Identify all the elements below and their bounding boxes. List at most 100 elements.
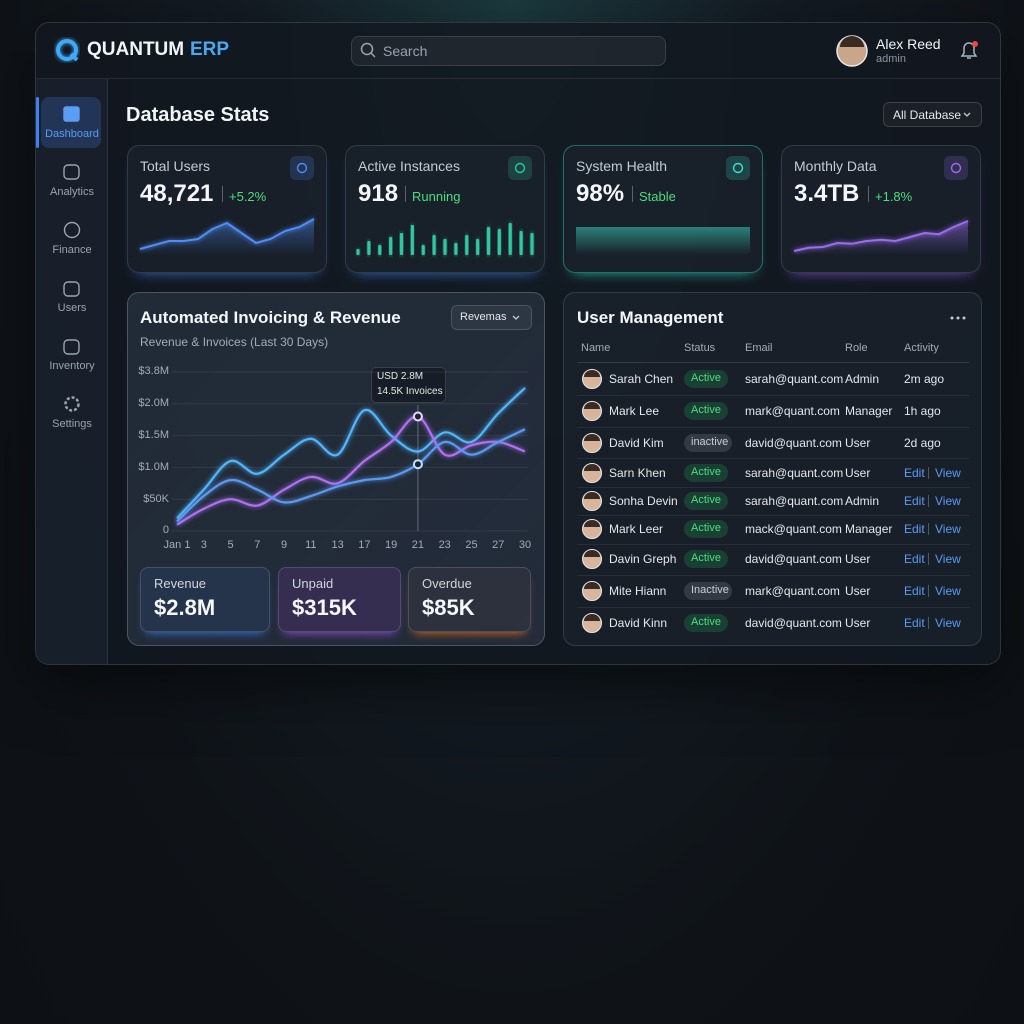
view-action[interactable]: View: [935, 551, 961, 566]
user-name-cell: David Kim: [609, 435, 664, 450]
user-name-cell: Sonha Devin: [609, 493, 678, 508]
action-separator: [928, 523, 929, 535]
row-rule: [577, 515, 969, 516]
role-cell: User: [845, 465, 871, 480]
role-cell: User: [845, 615, 871, 630]
row-rule: [577, 458, 969, 459]
chart-dropdown-label[interactable]: Revemas: [460, 311, 507, 324]
header-divider: [36, 78, 1000, 79]
status-pill: [684, 550, 728, 568]
role-cell: Manager: [845, 521, 893, 536]
card-title: System Health: [576, 157, 668, 174]
summary-value: $2.8M: [154, 594, 216, 620]
status-label: Active: [691, 522, 721, 535]
card-change: +1.8%: [875, 189, 913, 205]
card-title: Monthly Data: [794, 157, 877, 174]
card-change: Stable: [639, 189, 676, 205]
card-separator: [868, 186, 869, 202]
nav-label[interactable]: Settings: [52, 418, 92, 431]
row-rule: [577, 427, 969, 428]
column-header: Name: [581, 342, 611, 355]
card-value: 918: [358, 179, 399, 207]
x-tick-label: 21: [411, 539, 425, 552]
x-tick-label: 7: [254, 539, 261, 552]
row-rule: [577, 487, 969, 488]
view-action[interactable]: View: [935, 615, 961, 630]
user-name-cell: Davin Greph: [609, 551, 677, 566]
nav-label[interactable]: Finance: [52, 244, 92, 257]
email-cell: david@quant.com: [745, 435, 842, 450]
action-separator: [928, 467, 929, 479]
email-cell: david@quant.com: [745, 615, 842, 630]
column-header: Activity: [904, 342, 939, 355]
role-cell: Admin: [845, 371, 880, 386]
nav-label[interactable]: Analytics: [49, 186, 95, 199]
status-pill: [684, 582, 732, 600]
x-tick-label: 5: [227, 539, 234, 552]
view-action[interactable]: View: [935, 465, 961, 480]
card-separator: [632, 186, 633, 202]
brand: QUANTUM: [87, 38, 185, 60]
y-tick-label: $1.5M: [138, 429, 169, 441]
role-cell: Admin: [845, 493, 880, 508]
activity-cell: 1h ago: [904, 403, 941, 418]
user-name-cell: Mite Hiann: [609, 583, 667, 598]
card-separator: [405, 186, 406, 202]
tooltip-line: USD 2.8M: [377, 371, 424, 382]
chart-title: Automated Invoicing & Revenue: [140, 307, 401, 327]
activity-cell: 2d ago: [904, 435, 941, 450]
y-tick-label: $50K: [143, 492, 169, 505]
x-tick-label: 27: [492, 539, 505, 552]
nav-label[interactable]: Dashboard: [45, 128, 99, 141]
email-cell: mark@quant.com: [745, 403, 840, 418]
search-box[interactable]: [351, 36, 666, 66]
status-pill: [684, 370, 728, 388]
summary-box: [140, 567, 270, 632]
role-cell: User: [845, 435, 871, 450]
user-name-cell: Sarn Khen: [609, 465, 666, 480]
row-rule: [577, 607, 969, 608]
status-label: Active: [691, 552, 721, 565]
user-name-cell: Mark Lee: [609, 403, 660, 418]
edit-action[interactable]: Edit: [904, 583, 925, 598]
email-cell: mark@quant.com: [745, 583, 840, 598]
status-pill: [684, 464, 728, 482]
nav-indicator: [36, 97, 39, 148]
status-label: Active: [691, 466, 721, 479]
status-pill: [684, 434, 732, 452]
nav-label[interactable]: Inventory: [49, 360, 95, 373]
edit-action[interactable]: Edit: [904, 551, 925, 566]
activity-cell: 2m ago: [904, 371, 945, 386]
email-cell: david@quant.com: [745, 551, 842, 566]
view-action[interactable]: View: [935, 583, 961, 598]
edit-action[interactable]: Edit: [904, 521, 925, 536]
tooltip-line: 14.5K Invoices: [377, 386, 443, 397]
x-tick-label: 17: [358, 539, 371, 552]
nav-active[interactable]: [41, 97, 101, 148]
edit-action[interactable]: Edit: [904, 615, 925, 630]
filter-label[interactable]: All Database: [893, 107, 962, 122]
card-separator: [222, 186, 223, 202]
edit-action[interactable]: Edit: [904, 465, 925, 480]
search-placeholder[interactable]: Search: [383, 42, 428, 59]
row-rule: [577, 544, 969, 545]
x-tick-label: 19: [385, 539, 398, 552]
x-tick-label: 30: [518, 539, 532, 552]
nav-label[interactable]: Users: [57, 302, 87, 315]
status-label: Active: [691, 404, 721, 417]
x-tick-label: Jan 1: [163, 539, 191, 552]
role-cell: User: [845, 583, 871, 598]
view-action[interactable]: View: [935, 521, 961, 536]
email-cell: sarah@quant.com: [745, 465, 844, 480]
view-action[interactable]: View: [935, 493, 961, 508]
user-role: admin: [876, 53, 906, 66]
y-tick-label: $2.0M: [138, 397, 169, 410]
row-rule: [577, 395, 969, 396]
card-title: Total Users: [140, 157, 211, 174]
edit-action[interactable]: Edit: [904, 493, 925, 508]
page-title: Database Stats: [126, 104, 270, 126]
chart-subtitle: Revenue & Invoices (Last 30 Days): [140, 334, 329, 349]
x-tick-label: 9: [281, 539, 288, 552]
